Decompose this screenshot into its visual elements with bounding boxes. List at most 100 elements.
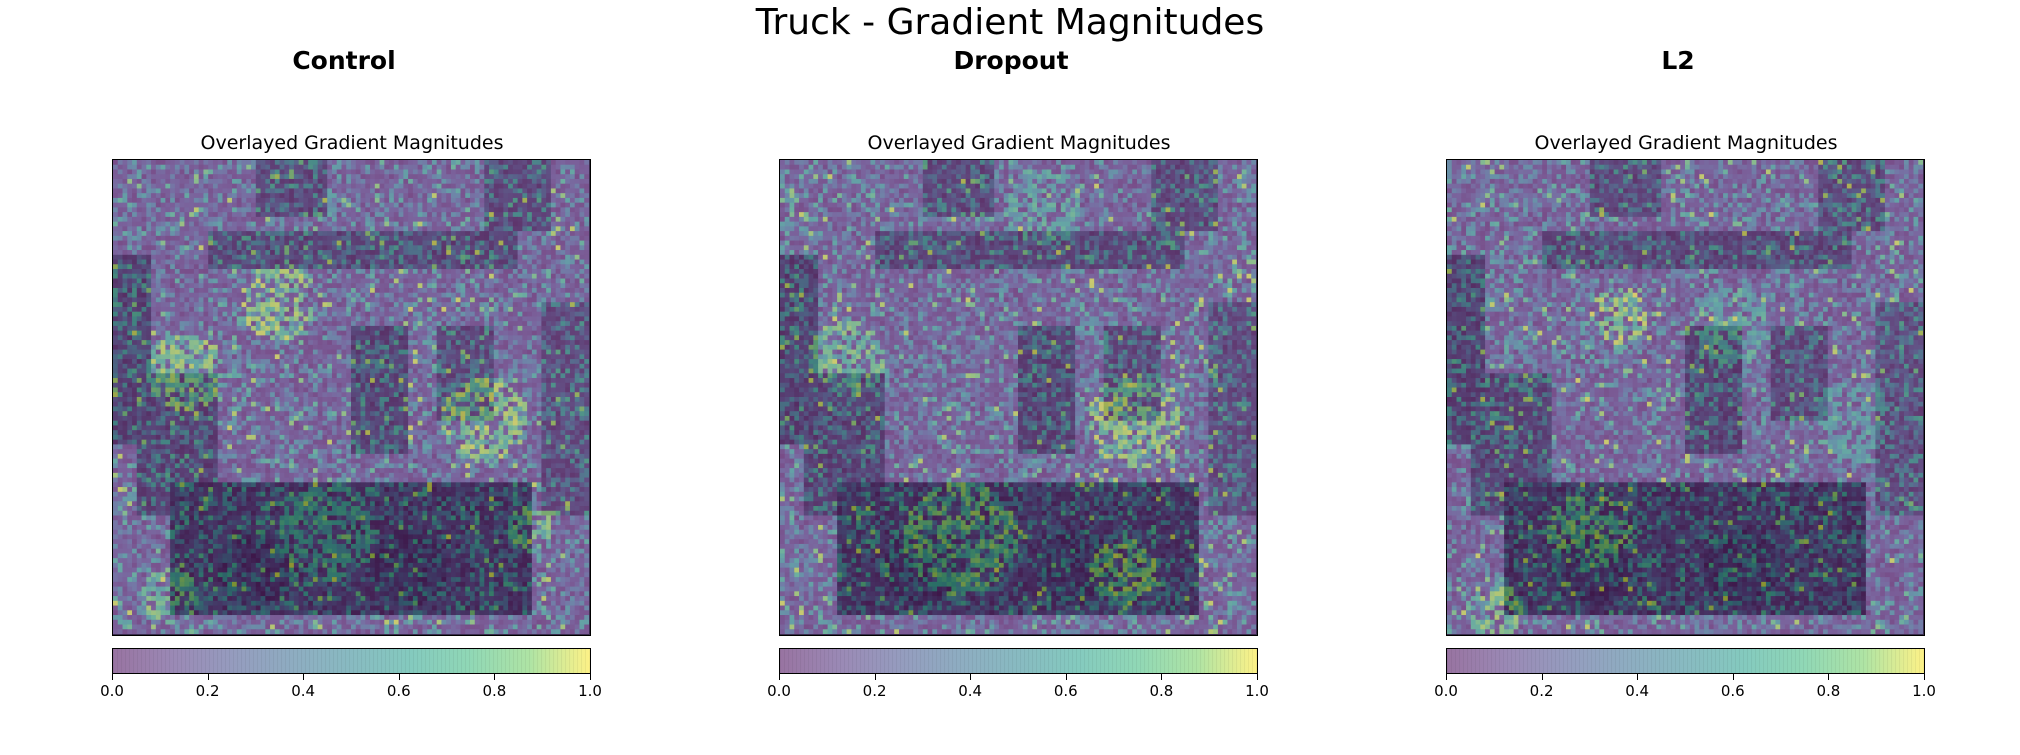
heatmap-cell (222, 231, 228, 237)
heatmap-cell (427, 160, 433, 166)
heatmap-cell (546, 221, 552, 227)
heatmap-cell (370, 259, 376, 265)
heatmap-cell (479, 235, 485, 241)
heatmap-cell (151, 330, 157, 336)
heatmap-cell (289, 221, 295, 227)
heatmap-cell (308, 207, 314, 213)
heatmap-cell (560, 174, 566, 180)
heatmap-cell (151, 202, 157, 208)
heatmap-cell (251, 216, 257, 223)
heatmap-cell (222, 354, 228, 360)
heatmap-cell (322, 368, 328, 374)
heatmap-cell (212, 387, 219, 393)
heatmap-cell (389, 335, 395, 341)
heatmap-cell (322, 340, 328, 346)
heatmap-cell (579, 188, 585, 194)
heatmap-cell (136, 373, 142, 379)
heatmap-cell (260, 174, 266, 180)
heatmap-cell (574, 178, 580, 185)
heatmap-cell (370, 245, 376, 251)
heatmap-cell (341, 278, 347, 284)
heatmap-cell (412, 160, 419, 166)
heatmap-cell (260, 311, 266, 317)
heatmap-cell (293, 340, 300, 346)
heatmap-cell (470, 259, 476, 265)
heatmap-cell (493, 197, 499, 204)
heatmap-cell (184, 316, 190, 322)
heatmap-cell (379, 297, 385, 303)
heatmap-cell (284, 382, 290, 388)
heatmap-cell (374, 283, 380, 289)
heatmap-cell (227, 193, 233, 199)
heatmap-cell (374, 169, 380, 175)
heatmap-cell (236, 269, 242, 275)
heatmap-cell (384, 160, 390, 166)
heatmap-cell (236, 212, 242, 218)
heatmap-cell (132, 292, 138, 298)
heatmap-cell (232, 330, 238, 336)
heatmap-cell (446, 188, 452, 194)
heatmap-cell (298, 368, 304, 374)
heatmap-cell (160, 250, 166, 256)
heatmap-cell (298, 202, 304, 208)
heatmap-cell (351, 164, 357, 170)
heatmap-cell (365, 392, 371, 398)
heatmap-cell (155, 160, 161, 166)
heatmap-cell (493, 240, 499, 246)
heatmap-cell (389, 373, 395, 379)
heatmap-cell (365, 325, 371, 332)
heatmap-cell (569, 207, 576, 213)
heatmap-cell (417, 174, 423, 180)
heatmap-cell (141, 207, 147, 213)
heatmap-cell (427, 221, 433, 227)
heatmap-cell (417, 349, 423, 355)
heatmap-cell (408, 245, 414, 251)
heatmap-cell (498, 311, 504, 317)
heatmap-cell (498, 382, 504, 388)
heatmap-cell (193, 359, 200, 365)
heatmap-cell (360, 226, 366, 232)
heatmap-cell (479, 212, 485, 218)
heatmap-cell (431, 264, 438, 270)
heatmap-cell (355, 359, 361, 365)
heatmap-cell (436, 354, 442, 360)
heatmap-cell (417, 269, 423, 275)
heatmap-cell (408, 316, 414, 322)
heatmap-cell (136, 221, 142, 227)
heatmap-cell (493, 292, 499, 298)
heatmap-cell (236, 216, 242, 223)
heatmap-cell (417, 316, 423, 322)
heatmap-cell (389, 359, 395, 365)
heatmap-cell (346, 378, 352, 384)
heatmap-cell (431, 325, 438, 332)
heatmap-cell (412, 231, 419, 237)
heatmap-cell (127, 330, 133, 336)
heatmap-cell (117, 245, 123, 251)
heatmap-cell (193, 212, 200, 218)
heatmap-cell (389, 169, 395, 175)
heatmap-cell (412, 373, 419, 379)
heatmap-cell (446, 382, 452, 388)
heatmap-cell (360, 221, 366, 227)
heatmap-cell (522, 269, 528, 275)
heatmap-cell (265, 174, 271, 180)
heatmap-cell (355, 231, 361, 237)
heatmap-cell (260, 178, 266, 185)
heatmap-cell (312, 392, 319, 398)
heatmap-cell (170, 287, 176, 294)
heatmap-cell (555, 321, 561, 327)
heatmap-cell (165, 373, 171, 379)
heatmap-cell (246, 178, 252, 185)
heatmap-cell (160, 354, 166, 360)
heatmap-cell (365, 160, 371, 166)
heatmap-cell (427, 169, 433, 175)
heatmap-cell (189, 344, 195, 350)
heatmap-cell (546, 321, 552, 327)
heatmap-cell (465, 287, 471, 294)
heatmap-cell (446, 378, 452, 384)
heatmap-cell (279, 174, 285, 180)
heatmap-cell (546, 273, 552, 279)
heatmap-cell (327, 178, 333, 185)
heatmap-cell (360, 212, 366, 218)
heatmap-cell (174, 392, 181, 398)
